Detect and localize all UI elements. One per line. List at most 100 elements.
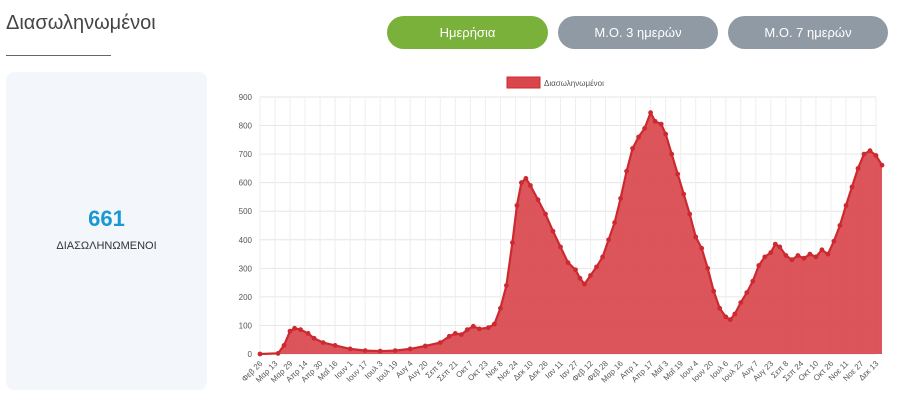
intubated-count: 661 <box>88 206 125 231</box>
data-point <box>711 288 717 294</box>
data-point <box>407 346 413 352</box>
data-point <box>588 273 593 278</box>
data-point <box>861 151 867 157</box>
data-point <box>510 240 515 246</box>
data-point <box>762 254 768 260</box>
data-point <box>831 238 837 244</box>
title-underline <box>6 55 111 56</box>
data-point <box>311 335 317 341</box>
data-point <box>305 331 311 336</box>
data-point <box>477 326 482 332</box>
data-point <box>750 278 756 284</box>
data-point <box>600 254 605 260</box>
chart-legend: Διασωληνωμένοι <box>506 76 604 89</box>
data-point <box>801 255 807 261</box>
data-point <box>618 196 623 201</box>
legend-swatch <box>506 76 541 89</box>
series-area <box>260 112 882 354</box>
data-point <box>498 305 503 311</box>
data-point <box>879 162 885 168</box>
data-point <box>504 283 509 288</box>
intubated-label: ΔΙΑΣΩΛΗΝΩΜΕΝΟΙ <box>56 240 157 252</box>
data-point <box>744 290 750 295</box>
data-point <box>458 332 464 337</box>
data-point <box>681 191 687 197</box>
data-point <box>855 166 861 171</box>
data-point <box>257 351 263 357</box>
data-point <box>636 134 641 140</box>
data-point <box>756 263 762 268</box>
data-point <box>281 343 287 348</box>
data-point <box>437 340 443 345</box>
data-point <box>535 197 541 203</box>
data-point <box>648 110 653 116</box>
y-tick-label: 900 <box>239 93 253 102</box>
y-tick-label: 600 <box>239 179 253 188</box>
data-point <box>699 245 705 251</box>
data-point <box>519 180 524 186</box>
data-point <box>612 220 617 226</box>
data-point <box>675 171 681 177</box>
y-tick-label: 0 <box>248 350 253 359</box>
data-point <box>275 351 281 356</box>
data-point <box>825 251 831 257</box>
avg-3-days-toggle-button[interactable]: Μ.Ο. 3 ημερών <box>558 16 718 49</box>
data-point <box>669 151 675 157</box>
data-point <box>392 348 398 353</box>
data-point <box>486 325 491 331</box>
data-point <box>292 325 297 331</box>
data-point <box>332 343 338 348</box>
intubated-stat-card: 661 ΔΙΑΣΩΛΗΝΩΜΕΝΟΙ <box>6 72 207 390</box>
data-point <box>705 265 711 271</box>
data-point <box>377 348 383 354</box>
data-point <box>768 250 774 256</box>
data-point <box>347 346 353 352</box>
data-point <box>819 247 825 253</box>
data-point <box>528 183 533 188</box>
data-point <box>550 228 556 234</box>
data-point <box>738 300 744 305</box>
data-point <box>594 264 599 270</box>
y-tick-label: 700 <box>239 150 253 159</box>
avg-7-days-toggle-button[interactable]: Μ.Ο. 7 ημερών <box>728 16 888 49</box>
data-point <box>446 333 452 339</box>
data-point <box>772 241 778 247</box>
data-point <box>849 184 855 190</box>
data-point <box>606 237 611 243</box>
data-point <box>658 121 664 127</box>
y-tick-label: 800 <box>239 122 253 131</box>
data-point <box>807 251 813 257</box>
data-point <box>320 340 326 345</box>
data-point <box>727 317 733 323</box>
data-point <box>789 257 795 263</box>
data-point <box>663 131 669 137</box>
data-point <box>630 146 635 151</box>
y-tick-label: 300 <box>239 264 253 273</box>
data-point <box>558 244 563 250</box>
y-tick-label: 200 <box>239 293 253 302</box>
data-point <box>362 348 368 353</box>
data-point <box>514 203 520 208</box>
data-point <box>873 153 879 158</box>
y-tick-label: 100 <box>239 321 253 330</box>
data-point <box>577 275 583 281</box>
legend-label: Διασωληνωμένοι <box>544 79 604 88</box>
data-point <box>452 331 458 336</box>
data-point <box>783 253 789 258</box>
data-point <box>652 118 658 124</box>
data-point <box>687 211 693 217</box>
daily-toggle-button[interactable]: Ημερήσια <box>387 16 548 49</box>
data-point <box>867 148 873 154</box>
data-point <box>693 234 699 240</box>
data-point <box>543 211 548 217</box>
data-point <box>813 254 819 260</box>
data-point <box>298 327 303 333</box>
data-point <box>464 327 470 333</box>
data-point <box>287 328 293 334</box>
data-point <box>843 203 849 208</box>
y-axis-ticks: 0 100 200 300 400 500 600 700 800 900 <box>239 93 253 359</box>
data-point <box>492 321 497 327</box>
data-point <box>582 281 587 287</box>
y-tick-label: 400 <box>239 236 253 245</box>
